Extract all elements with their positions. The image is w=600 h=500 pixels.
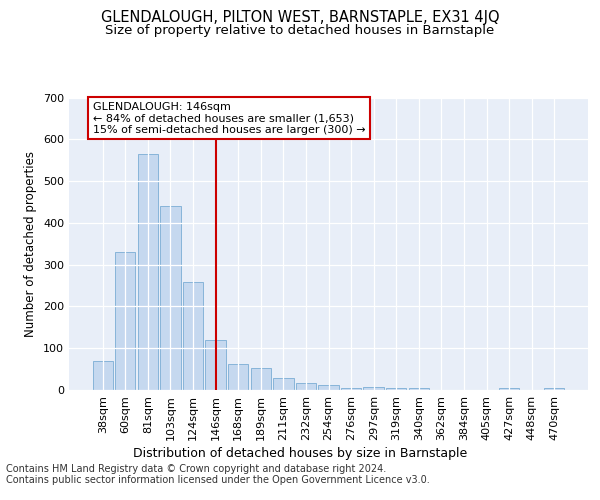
Bar [499, 388, 519, 390]
Bar [386, 388, 406, 390]
Bar [273, 378, 293, 390]
Text: Contains public sector information licensed under the Open Government Licence v3: Contains public sector information licen… [6, 475, 430, 485]
Text: Size of property relative to detached houses in Barnstaple: Size of property relative to detached ho… [106, 24, 494, 37]
Bar [544, 388, 565, 390]
Bar [364, 388, 384, 390]
Bar [205, 340, 226, 390]
Bar [115, 252, 136, 390]
Y-axis label: Number of detached properties: Number of detached properties [25, 151, 37, 337]
Bar [160, 206, 181, 390]
Bar [296, 384, 316, 390]
Bar [92, 361, 113, 390]
Bar [138, 154, 158, 390]
Bar [183, 282, 203, 390]
Text: Distribution of detached houses by size in Barnstaple: Distribution of detached houses by size … [133, 448, 467, 460]
Text: GLENDALOUGH, PILTON WEST, BARNSTAPLE, EX31 4JQ: GLENDALOUGH, PILTON WEST, BARNSTAPLE, EX… [101, 10, 499, 25]
Text: Contains HM Land Registry data © Crown copyright and database right 2024.: Contains HM Land Registry data © Crown c… [6, 464, 386, 474]
Bar [228, 364, 248, 390]
Bar [319, 385, 338, 390]
Bar [251, 368, 271, 390]
Text: GLENDALOUGH: 146sqm
← 84% of detached houses are smaller (1,653)
15% of semi-det: GLENDALOUGH: 146sqm ← 84% of detached ho… [92, 102, 365, 135]
Bar [341, 388, 361, 390]
Bar [409, 388, 429, 390]
